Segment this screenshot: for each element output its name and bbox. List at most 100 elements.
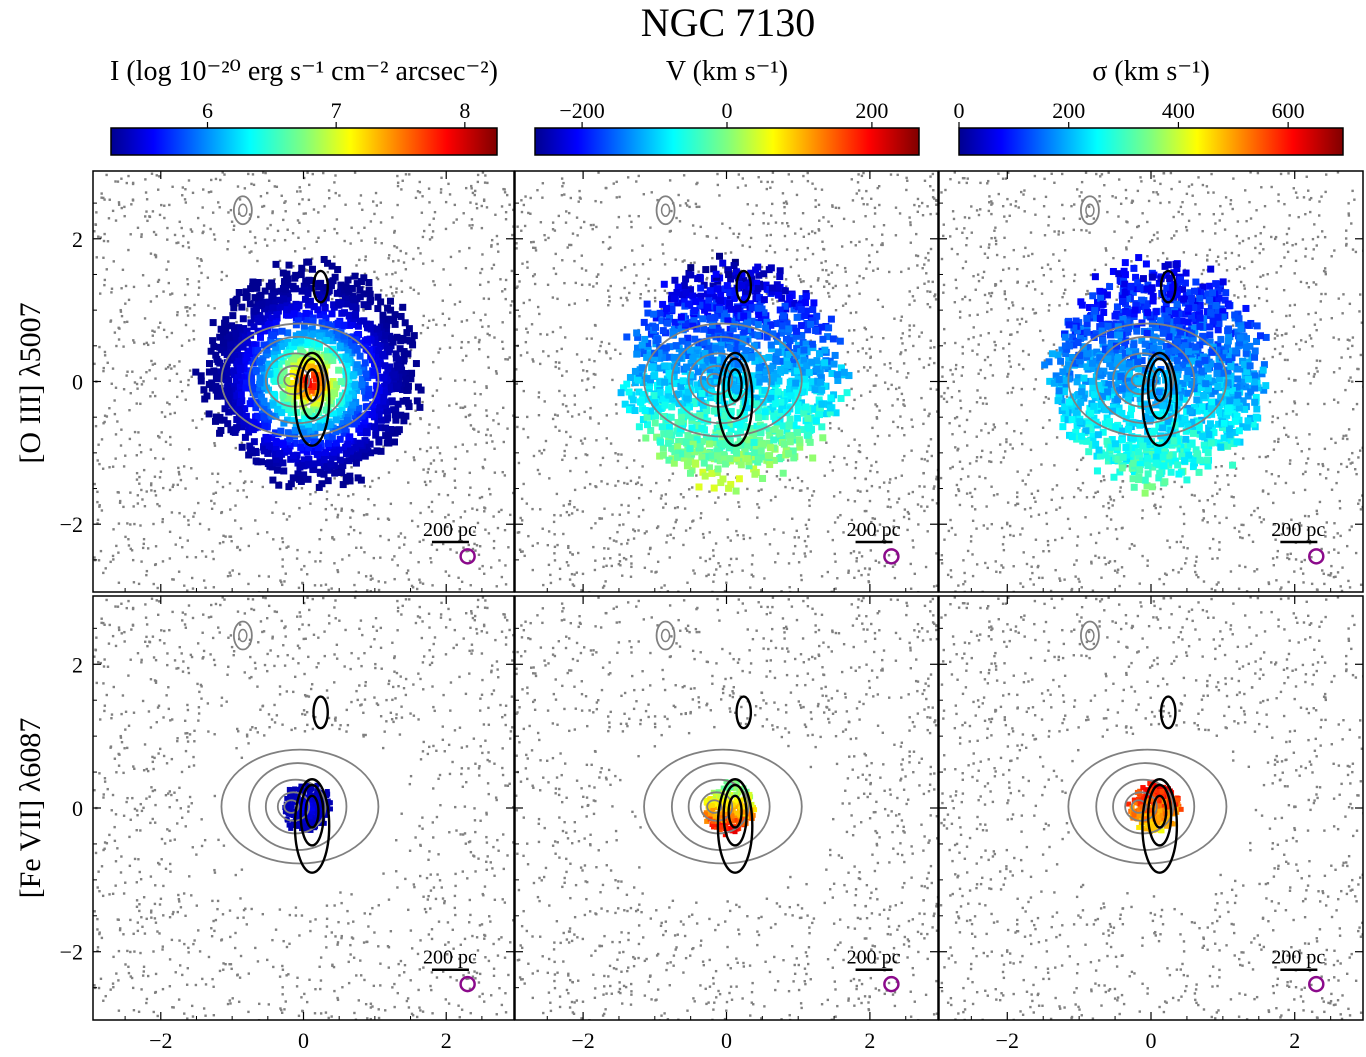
emission-pixel [656, 452, 664, 460]
emission-pixel [682, 275, 690, 283]
emission-pixel [826, 404, 834, 412]
emission-pixel [647, 427, 655, 435]
continuum-speckle [854, 244, 857, 247]
continuum-speckle [400, 188, 403, 191]
emission-pixel [320, 470, 328, 478]
continuum-speckle [402, 261, 406, 264]
continuum-speckle [294, 250, 297, 253]
emission-pixel [323, 432, 331, 440]
continuum-speckle [925, 450, 929, 453]
continuum-speckle [673, 506, 677, 510]
continuum-speckle [894, 234, 898, 237]
continuum-speckle [531, 507, 534, 511]
emission-pixel [759, 441, 767, 449]
continuum-speckle [888, 434, 891, 437]
emission-pixel [370, 423, 378, 431]
continuum-speckle [103, 414, 107, 417]
continuum-speckle [462, 212, 465, 215]
emission-pixel [714, 465, 722, 473]
continuum-speckle [273, 185, 277, 188]
continuum-speckle [170, 331, 174, 335]
continuum-speckle [879, 350, 882, 353]
emission-pixel [234, 352, 242, 360]
continuum-speckle [861, 347, 864, 350]
emission-pixel [404, 386, 412, 394]
emission-pixel [273, 466, 281, 474]
continuum-speckle [927, 363, 931, 367]
continuum-speckle [153, 253, 157, 257]
continuum-speckle [420, 211, 424, 214]
continuum-speckle [158, 213, 162, 217]
emission-pixel [693, 381, 701, 389]
continuum-speckle [489, 434, 492, 437]
emission-pixel [756, 421, 764, 429]
continuum-speckle [220, 278, 223, 282]
emission-pixel [733, 454, 741, 462]
emission-pixel [256, 379, 264, 387]
continuum-speckle [195, 426, 198, 429]
continuum-contour [232, 195, 253, 226]
emission-pixel [802, 292, 810, 300]
emission-pixel [623, 380, 631, 388]
continuum-speckle [259, 195, 263, 198]
emission-pixel [309, 317, 317, 325]
continuum-speckle [319, 551, 323, 555]
continuum-speckle [212, 492, 215, 495]
continuum-speckle [518, 315, 521, 318]
continuum-speckle [98, 345, 101, 349]
emission-pixel [672, 342, 680, 350]
emission-pixel [203, 392, 211, 400]
emission-pixel [692, 298, 700, 306]
continuum-speckle [549, 581, 553, 585]
continuum-speckle [858, 240, 861, 244]
continuum-speckle [395, 287, 398, 290]
emission-pixel [324, 402, 332, 410]
continuum-speckle [902, 398, 905, 402]
continuum-speckle [373, 503, 376, 507]
emission-pixel [714, 452, 722, 460]
emission-pixel [767, 444, 775, 452]
continuum-speckle [623, 481, 626, 485]
emission-pixel [684, 334, 692, 342]
continuum-speckle [132, 581, 136, 584]
continuum-speckle [256, 259, 259, 263]
emission-pixel [230, 367, 238, 375]
continuum-speckle [490, 238, 494, 242]
continuum-speckle [245, 307, 249, 310]
continuum-speckle [490, 244, 493, 247]
continuum-speckle [721, 222, 724, 225]
continuum-speckle [653, 299, 657, 303]
continuum-speckle [135, 402, 138, 405]
continuum-speckle [211, 472, 214, 475]
continuum-speckle [527, 534, 530, 538]
continuum-speckle [534, 246, 537, 250]
continuum-speckle [787, 318, 790, 322]
continuum-speckle [811, 494, 814, 497]
continuum-speckle [478, 338, 481, 342]
continuum-speckle [776, 300, 779, 303]
continuum-speckle [363, 226, 366, 229]
continuum-speckle [98, 505, 101, 508]
emission-pixel [843, 389, 851, 397]
continuum-speckle [477, 430, 480, 434]
continuum-speckle [479, 271, 482, 275]
continuum-speckle [242, 481, 246, 485]
emission-pixel [713, 376, 721, 384]
continuum-speckle [178, 360, 181, 363]
continuum-speckle [707, 573, 710, 576]
emission-pixel [754, 356, 762, 364]
continuum-speckle [162, 290, 165, 293]
continuum-speckle [209, 227, 212, 231]
continuum-speckle [923, 263, 926, 266]
continuum-speckle [114, 386, 118, 389]
continuum-speckle [317, 236, 320, 239]
continuum-speckle [99, 292, 102, 295]
continuum-speckle [515, 286, 518, 290]
continuum-speckle [138, 443, 141, 447]
continuum-speckle [190, 375, 193, 378]
emission-pixel [390, 406, 398, 414]
continuum-speckle [856, 489, 860, 492]
continuum-speckle [857, 173, 860, 176]
continuum-speckle [281, 565, 284, 568]
emission-pixel [631, 367, 639, 375]
